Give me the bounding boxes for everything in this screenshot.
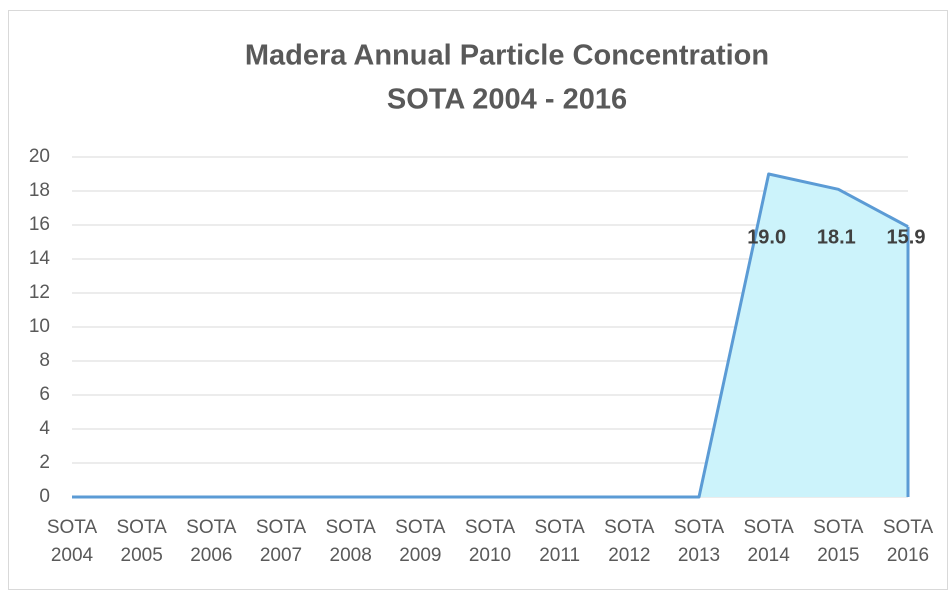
x-tick-label: SOTA 2004	[46, 517, 98, 566]
x-tick-label: SOTA 2012	[604, 517, 655, 566]
data-label: 19.0	[747, 226, 786, 248]
data-label: 18.1	[817, 226, 856, 248]
y-tick-label: 18	[29, 180, 50, 201]
y-tick-label: 20	[29, 146, 50, 167]
x-tick-label: SOTA 2005	[116, 517, 167, 566]
x-tick-label: SOTA 2016	[882, 517, 934, 566]
x-tick-label: SOTA 2008	[325, 517, 376, 566]
data-label: 15.9	[887, 226, 926, 248]
chart-title: SOTA 2004 - 2016	[387, 84, 627, 116]
x-tick-label: SOTA 2011	[534, 517, 585, 566]
y-tick-label: 0	[39, 486, 50, 507]
area	[72, 174, 908, 497]
y-tick-label: 14	[29, 248, 51, 269]
chart-title: Madera Annual Particle Concentration	[245, 40, 769, 72]
y-tick-label: 4	[39, 418, 50, 439]
x-tick-label: SOTA 2009	[395, 517, 446, 566]
y-tick-label: 10	[29, 316, 50, 337]
area-line	[72, 172, 909, 499]
y-tick-label: 12	[29, 282, 50, 303]
x-tick-label: SOTA 2010	[464, 517, 516, 566]
y-tick-label: 8	[39, 350, 50, 371]
x-tick-label: SOTA 2015	[813, 517, 864, 566]
x-tick-label: SOTA 2007	[255, 517, 307, 566]
y-tick-label: 2	[39, 452, 50, 473]
x-tick-label: SOTA 2006	[186, 517, 237, 566]
y-tick-label: 16	[29, 214, 50, 235]
y-tick-label: 6	[39, 384, 50, 405]
x-tick-label: SOTA 2013	[673, 517, 725, 566]
x-tick-label: SOTA 2014	[743, 517, 794, 566]
